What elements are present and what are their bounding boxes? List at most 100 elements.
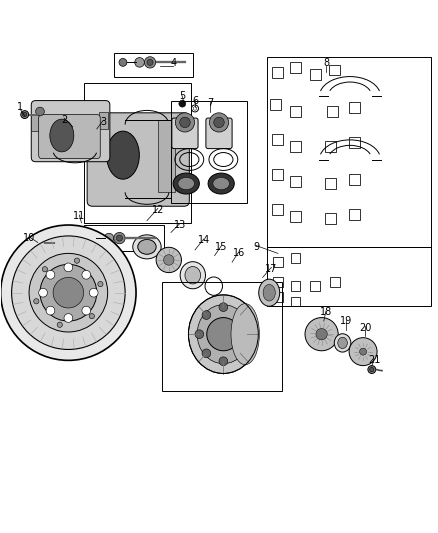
Ellipse shape — [180, 262, 205, 289]
Circle shape — [34, 298, 39, 304]
Circle shape — [82, 270, 91, 279]
Bar — [272, 169, 283, 180]
Circle shape — [219, 303, 228, 311]
Ellipse shape — [138, 239, 156, 254]
Text: 7: 7 — [207, 98, 213, 108]
Circle shape — [21, 111, 28, 118]
Text: 2: 2 — [61, 115, 67, 125]
Circle shape — [316, 328, 327, 340]
Text: 18: 18 — [320, 308, 332, 317]
Circle shape — [42, 266, 48, 272]
FancyBboxPatch shape — [172, 118, 198, 149]
Text: 14: 14 — [198, 235, 210, 245]
Circle shape — [305, 318, 338, 351]
Circle shape — [64, 263, 73, 272]
Circle shape — [147, 59, 153, 66]
Circle shape — [98, 281, 103, 287]
Text: 3: 3 — [100, 117, 106, 127]
Text: 10: 10 — [23, 233, 35, 243]
Ellipse shape — [259, 279, 280, 306]
FancyBboxPatch shape — [31, 101, 110, 161]
Circle shape — [236, 311, 245, 319]
Text: 21: 21 — [368, 356, 380, 365]
Bar — [349, 174, 360, 184]
Circle shape — [349, 338, 377, 366]
Bar — [272, 204, 283, 215]
Text: 12: 12 — [152, 205, 164, 215]
Bar — [273, 257, 283, 267]
Ellipse shape — [197, 305, 250, 364]
Bar — [31, 114, 42, 131]
Circle shape — [114, 232, 125, 244]
Text: 20: 20 — [359, 322, 371, 333]
Bar — [290, 62, 301, 74]
Bar — [99, 111, 108, 129]
Bar — [272, 67, 283, 78]
Circle shape — [29, 253, 108, 332]
Ellipse shape — [208, 173, 234, 194]
Circle shape — [179, 100, 186, 107]
Ellipse shape — [106, 131, 139, 179]
Circle shape — [64, 313, 73, 322]
Bar — [290, 281, 300, 291]
Circle shape — [53, 277, 84, 308]
Ellipse shape — [178, 177, 194, 190]
Circle shape — [35, 107, 44, 116]
Ellipse shape — [185, 266, 201, 284]
Bar — [349, 136, 360, 148]
Text: 13: 13 — [173, 220, 186, 230]
Circle shape — [243, 330, 252, 338]
Circle shape — [214, 117, 224, 128]
Bar — [325, 213, 336, 224]
Circle shape — [57, 322, 62, 327]
Circle shape — [370, 367, 374, 372]
Ellipse shape — [133, 235, 161, 259]
Circle shape — [88, 234, 96, 242]
Bar — [290, 176, 301, 187]
Bar — [272, 134, 283, 146]
Circle shape — [119, 59, 127, 66]
Ellipse shape — [231, 304, 259, 365]
Circle shape — [104, 233, 114, 243]
Bar — [290, 106, 301, 117]
Circle shape — [180, 117, 190, 128]
Circle shape — [36, 239, 44, 247]
Text: 16: 16 — [233, 248, 245, 259]
Circle shape — [46, 270, 55, 279]
Ellipse shape — [263, 285, 276, 301]
Circle shape — [74, 258, 80, 263]
FancyBboxPatch shape — [206, 118, 232, 149]
Circle shape — [22, 112, 27, 117]
Bar — [84, 225, 164, 251]
Bar — [267, 247, 431, 306]
Bar — [267, 57, 431, 247]
Bar — [349, 208, 360, 220]
Bar — [290, 253, 300, 263]
Bar — [310, 69, 321, 80]
Ellipse shape — [334, 334, 351, 352]
Text: 11: 11 — [73, 211, 85, 221]
Bar — [325, 178, 336, 189]
FancyBboxPatch shape — [87, 113, 189, 206]
Bar — [349, 102, 360, 112]
Circle shape — [209, 113, 229, 132]
Circle shape — [39, 288, 47, 297]
Bar — [330, 277, 339, 287]
Ellipse shape — [156, 247, 181, 272]
Text: 6: 6 — [192, 95, 198, 106]
Ellipse shape — [173, 173, 199, 194]
Bar — [171, 101, 247, 203]
Text: 9: 9 — [253, 242, 259, 252]
Circle shape — [207, 318, 240, 351]
Bar — [84, 83, 191, 223]
Bar — [290, 141, 301, 152]
Circle shape — [195, 330, 204, 338]
Circle shape — [219, 357, 228, 366]
Circle shape — [12, 236, 125, 350]
Ellipse shape — [50, 119, 74, 152]
Text: 17: 17 — [265, 264, 278, 273]
Bar — [270, 100, 281, 110]
Circle shape — [236, 349, 245, 358]
Bar — [325, 141, 336, 152]
Bar — [329, 64, 340, 76]
